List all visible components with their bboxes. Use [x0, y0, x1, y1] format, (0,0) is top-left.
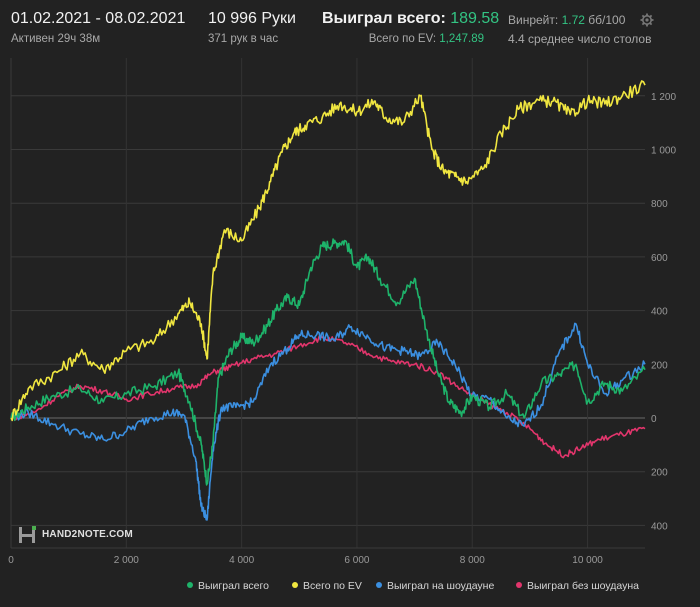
ev-label: Всего по EV:	[368, 33, 437, 45]
winrate-label: Винрейт:	[508, 13, 559, 27]
hands-count: 10 996 Руки	[208, 10, 296, 27]
winrate-unit: бб/100	[588, 13, 626, 27]
x-tick-label: 8 000	[460, 555, 485, 566]
won-total: Выиграл всего: 189.58	[322, 10, 499, 28]
legend-item[interactable]: Выиграл на шоудауне	[376, 580, 494, 592]
y-tick-label: 1 200	[651, 92, 676, 103]
y-tick-label: 600	[651, 253, 668, 264]
series-line-ev-total	[10, 80, 646, 422]
y-tick-label: 400	[651, 521, 668, 532]
hands-per-hour: 371 рук в час	[208, 33, 279, 45]
winrate: Винрейт: 1.72 бб/100	[508, 13, 651, 27]
y-tick-label: 0	[651, 414, 657, 425]
legend-label: Выиграл на шоудауне	[387, 580, 495, 592]
legend-dot-icon	[516, 582, 522, 588]
legend-item[interactable]: Выиграл без шоудауна	[516, 580, 639, 592]
legend-dot-icon	[187, 582, 193, 588]
hands-info: 10 996 Руки 371 рук в час	[208, 10, 296, 45]
legend-dot-icon	[376, 582, 382, 588]
stats-header: 01.02.2021 - 08.02.2021 Активен 29ч 38м …	[0, 0, 700, 58]
ev-total: Всего по EV: 1,247.89	[322, 33, 484, 45]
x-tick-label: 2 000	[114, 555, 139, 566]
session-info: 01.02.2021 - 08.02.2021 Активен 29ч 38м	[11, 10, 185, 45]
h2n-logo-icon	[19, 526, 36, 543]
x-tick-label: 4 000	[229, 555, 254, 566]
series-line-won-total	[10, 238, 646, 486]
legend-item[interactable]: Выиграл всего	[187, 580, 269, 592]
legend-label: Выиграл без шоудауна	[527, 580, 639, 592]
legend-label: Всего по EV	[303, 580, 362, 592]
winrate-value: 1.72	[561, 13, 585, 27]
x-tick-label: 0	[8, 555, 14, 566]
series-line-showdown	[10, 322, 646, 521]
y-tick-label: 200	[651, 360, 668, 371]
chart-legend: Выиграл всего Всего по EV Выиграл на шоуда…	[0, 580, 700, 596]
y-tick-label: 400	[651, 307, 668, 318]
won-value: 189.58	[450, 10, 500, 27]
y-tick-label: 1 000	[651, 146, 676, 157]
legend-dot-icon	[292, 582, 298, 588]
profit-chart: 400 200 0 200 400 600 800 1 000 1 200 0 2 000 4 000…	[8, 58, 676, 566]
winnings-info: Выиграл всего: 189.58 Всего по EV: 1,247…	[322, 10, 499, 45]
gear-icon[interactable]	[640, 13, 654, 27]
date-range: 01.02.2021 - 08.02.2021	[11, 10, 186, 27]
active-time: Активен 29ч 38м	[11, 33, 101, 45]
legend-item[interactable]: Всего по EV	[292, 580, 362, 592]
won-label: Выиграл всего:	[322, 10, 446, 27]
x-tick-label: 6 000	[344, 555, 369, 566]
y-tick-label: 200	[651, 468, 668, 479]
ev-value: 1,247.89	[439, 33, 484, 45]
avg-tables: 4.4 среднее число столов	[508, 32, 652, 46]
y-tick-label: 800	[651, 199, 668, 210]
x-tick-label: 10 000	[572, 555, 603, 566]
winrate-info: Винрейт: 1.72 бб/100 4.4 среднее число с…	[508, 10, 651, 46]
legend-label: Выиграл всего	[198, 580, 269, 592]
logo-text: HAND2NOTE.COM	[42, 529, 133, 540]
